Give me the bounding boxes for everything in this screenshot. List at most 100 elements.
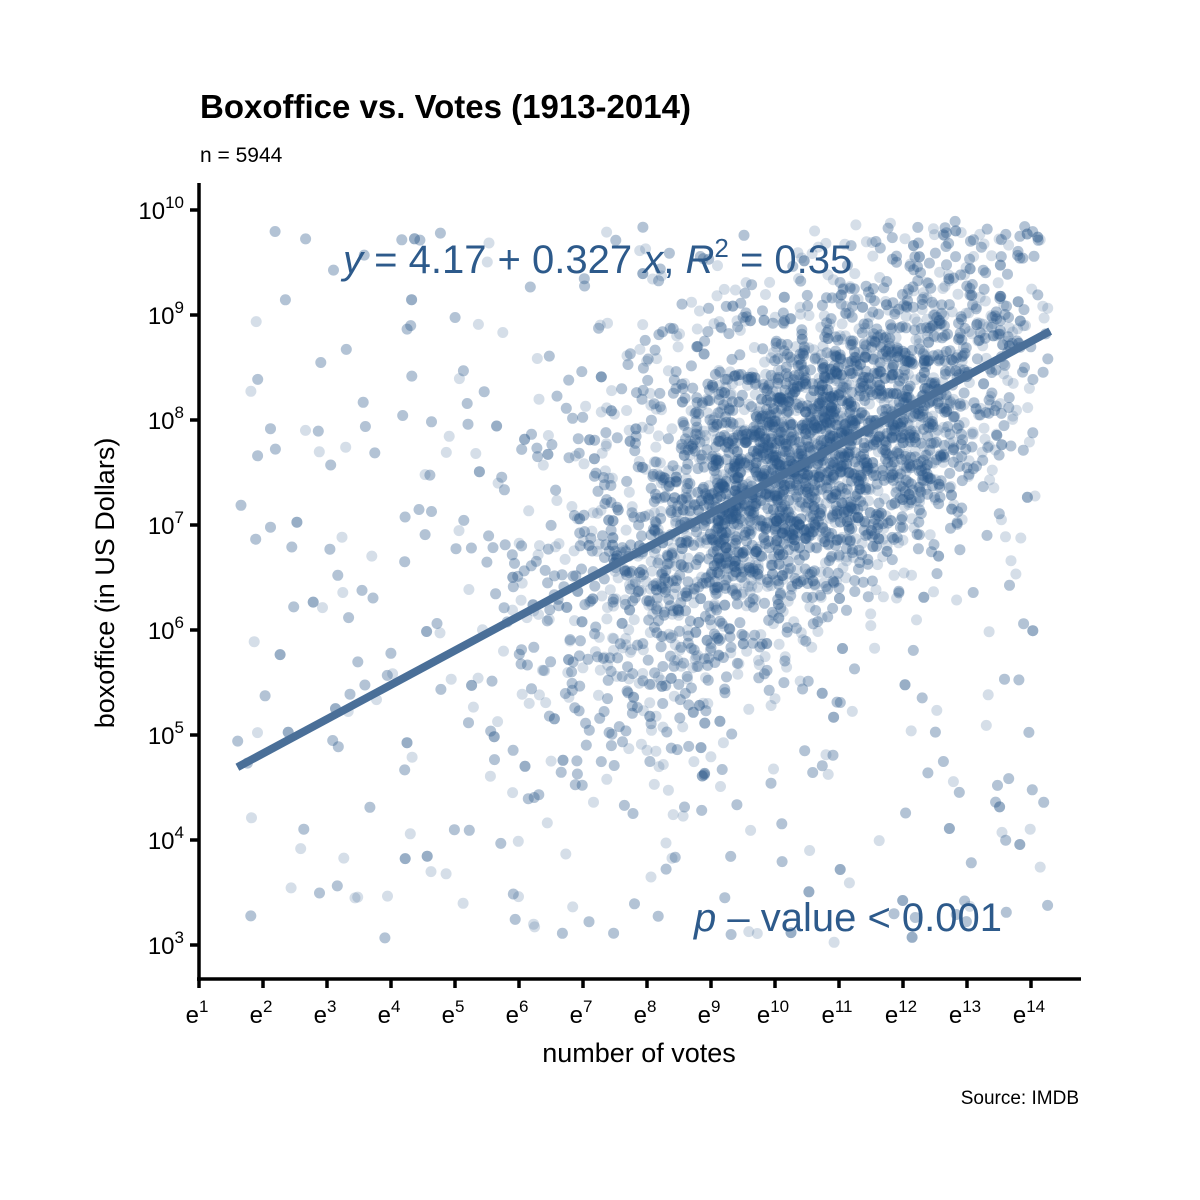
data-point [563, 374, 575, 386]
data-point [769, 454, 781, 466]
data-point [807, 618, 819, 630]
data-point [883, 343, 894, 355]
data-point [835, 384, 847, 396]
data-point [807, 767, 819, 778]
data-point [813, 405, 825, 417]
data-point [713, 650, 725, 662]
data-point [387, 668, 399, 680]
data-point [796, 419, 808, 431]
data-point [1042, 353, 1054, 365]
data-point [806, 641, 818, 653]
data-point [796, 333, 808, 345]
data-point [825, 368, 837, 380]
data-point [773, 638, 785, 650]
data-point [473, 466, 485, 478]
data-point [855, 470, 867, 482]
data-point [855, 496, 867, 507]
data-point [681, 590, 692, 602]
data-point [786, 451, 798, 463]
data-point [399, 556, 411, 568]
data-point [809, 580, 821, 592]
data-point [998, 368, 1010, 380]
data-point [465, 542, 477, 554]
data-point [612, 572, 624, 584]
data-point [699, 653, 710, 665]
data-point [943, 273, 955, 285]
data-point [571, 768, 583, 780]
data-point [757, 437, 769, 448]
data-point [595, 371, 607, 383]
data-point [676, 543, 688, 555]
data-point [870, 436, 882, 448]
data-point [795, 308, 807, 320]
data-point [576, 779, 588, 791]
data-point [483, 530, 495, 542]
data-point [919, 350, 931, 362]
data-point [623, 743, 635, 755]
data-point [808, 385, 820, 397]
data-point [462, 418, 474, 430]
data-point [667, 460, 679, 472]
data-point [911, 528, 923, 540]
data-point [607, 632, 619, 644]
data-point [968, 234, 979, 246]
data-point [880, 439, 892, 451]
data-point [750, 411, 762, 423]
data-point [719, 551, 731, 563]
data-point [617, 642, 629, 654]
data-point [893, 380, 905, 392]
data-point [424, 469, 436, 481]
data-point [1014, 230, 1026, 242]
data-point [889, 497, 901, 509]
data-point [637, 705, 649, 717]
data-point [686, 440, 698, 452]
data-point [685, 405, 697, 417]
data-point [808, 486, 820, 498]
data-point [944, 395, 956, 407]
data-point [681, 671, 693, 682]
data-point [490, 588, 502, 600]
data-point [680, 487, 692, 499]
data-point [770, 341, 782, 353]
data-point [478, 386, 490, 398]
data-point [742, 581, 754, 593]
data-point [712, 453, 724, 465]
data-point [781, 436, 793, 448]
data-point [879, 372, 891, 384]
data-point [595, 756, 607, 768]
data-point [860, 461, 872, 473]
data-point [901, 448, 912, 460]
data-point [924, 376, 935, 388]
data-point [777, 549, 789, 560]
data-point [727, 505, 738, 517]
data-point [711, 587, 723, 599]
data-point [567, 412, 579, 424]
data-point [822, 611, 834, 623]
data-point [946, 306, 958, 318]
data-point [836, 369, 847, 381]
data-point [893, 587, 905, 599]
data-point [718, 482, 730, 494]
data-point [651, 353, 663, 365]
data-point [660, 480, 672, 492]
data-point [576, 616, 588, 628]
data-point [841, 399, 853, 410]
data-point [291, 516, 303, 528]
data-point [676, 493, 688, 505]
data-point [434, 627, 446, 639]
data-point [815, 466, 827, 478]
data-point [1010, 568, 1022, 580]
data-point [841, 555, 852, 567]
data-point [608, 927, 620, 939]
data-point [695, 742, 707, 754]
data-point [895, 418, 907, 429]
data-point [841, 458, 853, 470]
data-point [894, 425, 906, 437]
data-point [775, 602, 787, 614]
data-point [799, 374, 811, 386]
data-point [655, 674, 667, 686]
data-point [849, 575, 861, 587]
data-point [840, 572, 852, 584]
data-point [938, 310, 950, 322]
data-point [1002, 268, 1013, 280]
